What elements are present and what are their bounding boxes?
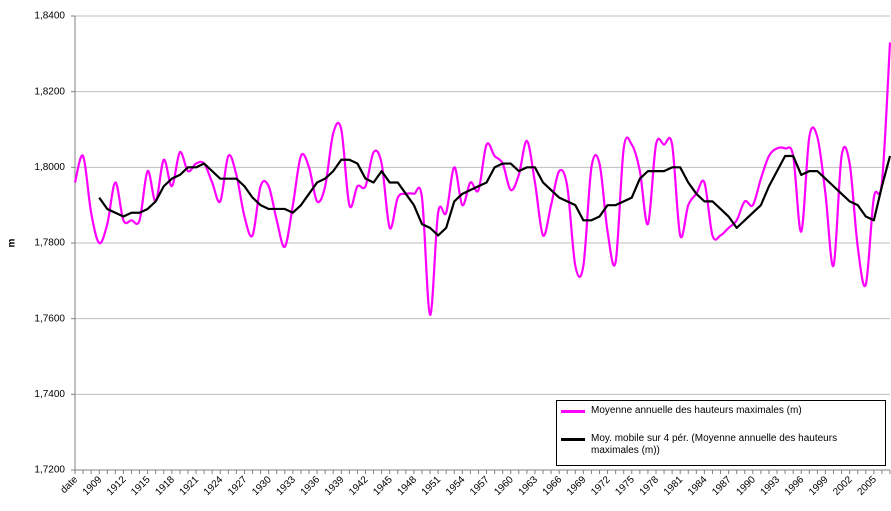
- y-tick-label: 1,8000: [34, 162, 65, 173]
- x-tick-label: 1927: [226, 474, 250, 498]
- x-tick-label: 1939: [323, 474, 347, 498]
- series-line: [73, 42, 891, 316]
- x-tick-label: 1930: [250, 474, 274, 498]
- x-tick-label: 1999: [807, 474, 831, 498]
- x-tick-label: 1957: [468, 474, 492, 498]
- x-tick-label: 1951: [420, 474, 444, 498]
- x-tick-label: 1993: [759, 474, 783, 498]
- legend-label: Moy. mobile sur 4 pér. (Moyenne annuelle…: [591, 433, 838, 456]
- y-tick-label: 1,8200: [34, 86, 65, 97]
- x-tick-label: 1909: [81, 474, 105, 498]
- x-tick-label: 1945: [371, 474, 395, 498]
- x-tick-label: 1981: [662, 474, 686, 498]
- x-tick-label: 1948: [396, 474, 420, 498]
- legend-item: Moyenne annuelle des hauteurs maximales …: [561, 405, 881, 417]
- x-tick-label: 1990: [734, 474, 758, 498]
- x-tick-label: 1921: [178, 474, 202, 498]
- x-tick-label: 1975: [613, 474, 637, 498]
- x-tick-label: 1996: [783, 474, 807, 498]
- legend-swatch: [561, 438, 585, 441]
- series-line: [98, 154, 891, 237]
- x-tick-label: 1984: [686, 474, 710, 498]
- x-tick-label: 2002: [831, 474, 855, 498]
- x-tick-label: 1966: [541, 474, 565, 498]
- legend: Moyenne annuelle des hauteurs maximales …: [556, 400, 886, 466]
- x-tick-label: 1912: [105, 474, 129, 498]
- x-tick-label: date: [59, 474, 81, 496]
- x-tick-label: 1915: [129, 474, 153, 498]
- legend-item: Moy. mobile sur 4 pér. (Moyenne annuelle…: [561, 433, 881, 457]
- x-tick-label: 1987: [710, 474, 734, 498]
- x-tick-label: 1933: [274, 474, 298, 498]
- y-tick-label: 1,7400: [34, 389, 65, 400]
- x-tick-label: 1924: [202, 474, 226, 498]
- legend-swatch: [561, 410, 585, 413]
- x-tick-label: 1954: [444, 474, 468, 498]
- x-tick-label: 2005: [855, 474, 879, 498]
- x-tick-label: 1918: [153, 474, 177, 498]
- y-tick-label: 1,7800: [34, 238, 65, 249]
- x-tick-label: 1969: [565, 474, 589, 498]
- x-tick-label: 1942: [347, 474, 371, 498]
- y-axis-label: m: [7, 238, 18, 247]
- y-tick-label: 1,8400: [34, 11, 65, 22]
- x-tick-label: 1972: [589, 474, 613, 498]
- x-tick-label: 1978: [638, 474, 662, 498]
- x-tick-label: 1963: [517, 474, 541, 498]
- x-tick-label: 1936: [299, 474, 323, 498]
- x-tick-label: 1960: [492, 474, 516, 498]
- y-tick-label: 1,7600: [34, 313, 65, 324]
- legend-label: Moyenne annuelle des hauteurs maximales …: [591, 405, 802, 416]
- y-tick-label: 1,7200: [34, 465, 65, 476]
